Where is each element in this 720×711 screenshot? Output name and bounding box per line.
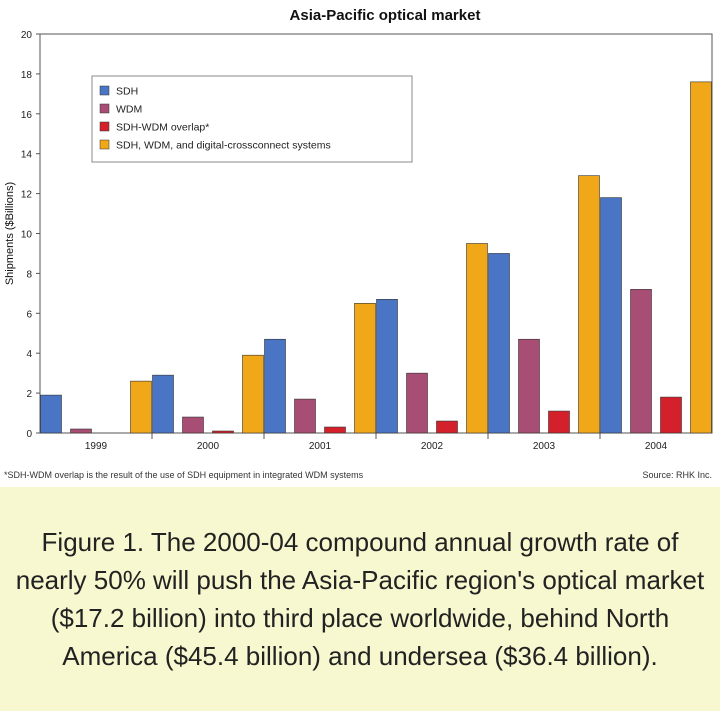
legend-swatch <box>99 85 110 96</box>
bar <box>354 303 376 434</box>
legend-label: SDH, WDM, and digital-crossconnect syste… <box>116 140 331 152</box>
y-tick-label: 8 <box>26 269 32 280</box>
bar <box>40 394 62 434</box>
y-tick-label: 20 <box>21 30 33 41</box>
bar <box>212 430 234 434</box>
bar <box>660 396 682 434</box>
legend-label: WDM <box>116 104 142 116</box>
y-tick-label: 14 <box>21 150 33 161</box>
y-tick-label: 18 <box>21 70 33 81</box>
y-tick-label: 2 <box>26 389 32 400</box>
legend-label: SDH <box>116 86 138 98</box>
bar <box>630 289 652 434</box>
chart-footnote: *SDH-WDM overlap is the result of the us… <box>4 470 364 480</box>
y-tick-label: 12 <box>21 190 33 201</box>
x-tick-label: 1999 <box>85 441 108 452</box>
legend-swatch <box>99 139 110 150</box>
y-tick-label: 0 <box>26 429 32 440</box>
y-axis-label: Shipments ($Billions) <box>4 182 16 285</box>
bar <box>578 175 600 434</box>
y-tick-label: 10 <box>21 230 33 241</box>
bar <box>690 81 712 434</box>
y-tick-label: 6 <box>26 309 32 320</box>
bar <box>376 299 398 434</box>
x-tick-label: 2002 <box>421 441 444 452</box>
bar <box>466 243 488 434</box>
bar-chart: Asia-Pacific optical market Shipments ($B… <box>4 7 713 452</box>
bar <box>152 374 174 434</box>
x-tick-label: 2003 <box>533 441 556 452</box>
x-tick-label: 2001 <box>309 441 332 452</box>
chart-title: Asia-Pacific optical market <box>290 7 481 24</box>
bar <box>488 253 510 434</box>
legend-swatch <box>99 121 110 132</box>
bar <box>294 398 316 434</box>
bar <box>70 428 92 434</box>
bar <box>130 380 152 434</box>
bar <box>436 420 458 434</box>
y-tick-label: 4 <box>26 349 32 360</box>
bar <box>406 372 428 434</box>
bar <box>548 410 570 434</box>
x-tick-label: 2004 <box>645 441 668 452</box>
bar <box>324 426 346 434</box>
caption-box: Figure 1. The 2000-04 compound annual gr… <box>0 487 720 711</box>
x-tick-label: 2000 <box>197 441 220 452</box>
y-tick-label: 16 <box>21 110 33 121</box>
bar <box>182 416 204 434</box>
legend-box <box>91 75 413 163</box>
bar <box>264 338 286 434</box>
chart-area: Asia-Pacific optical market Shipments ($B… <box>4 7 713 480</box>
legend-swatch <box>99 103 110 114</box>
chart-source: Source: RHK Inc. <box>642 470 712 480</box>
figure-caption: Figure 1. The 2000-04 compound annual gr… <box>15 527 705 671</box>
bar <box>242 354 264 434</box>
bar <box>600 197 622 434</box>
bar <box>518 338 540 434</box>
legend-label: SDH-WDM overlap* <box>116 122 209 134</box>
